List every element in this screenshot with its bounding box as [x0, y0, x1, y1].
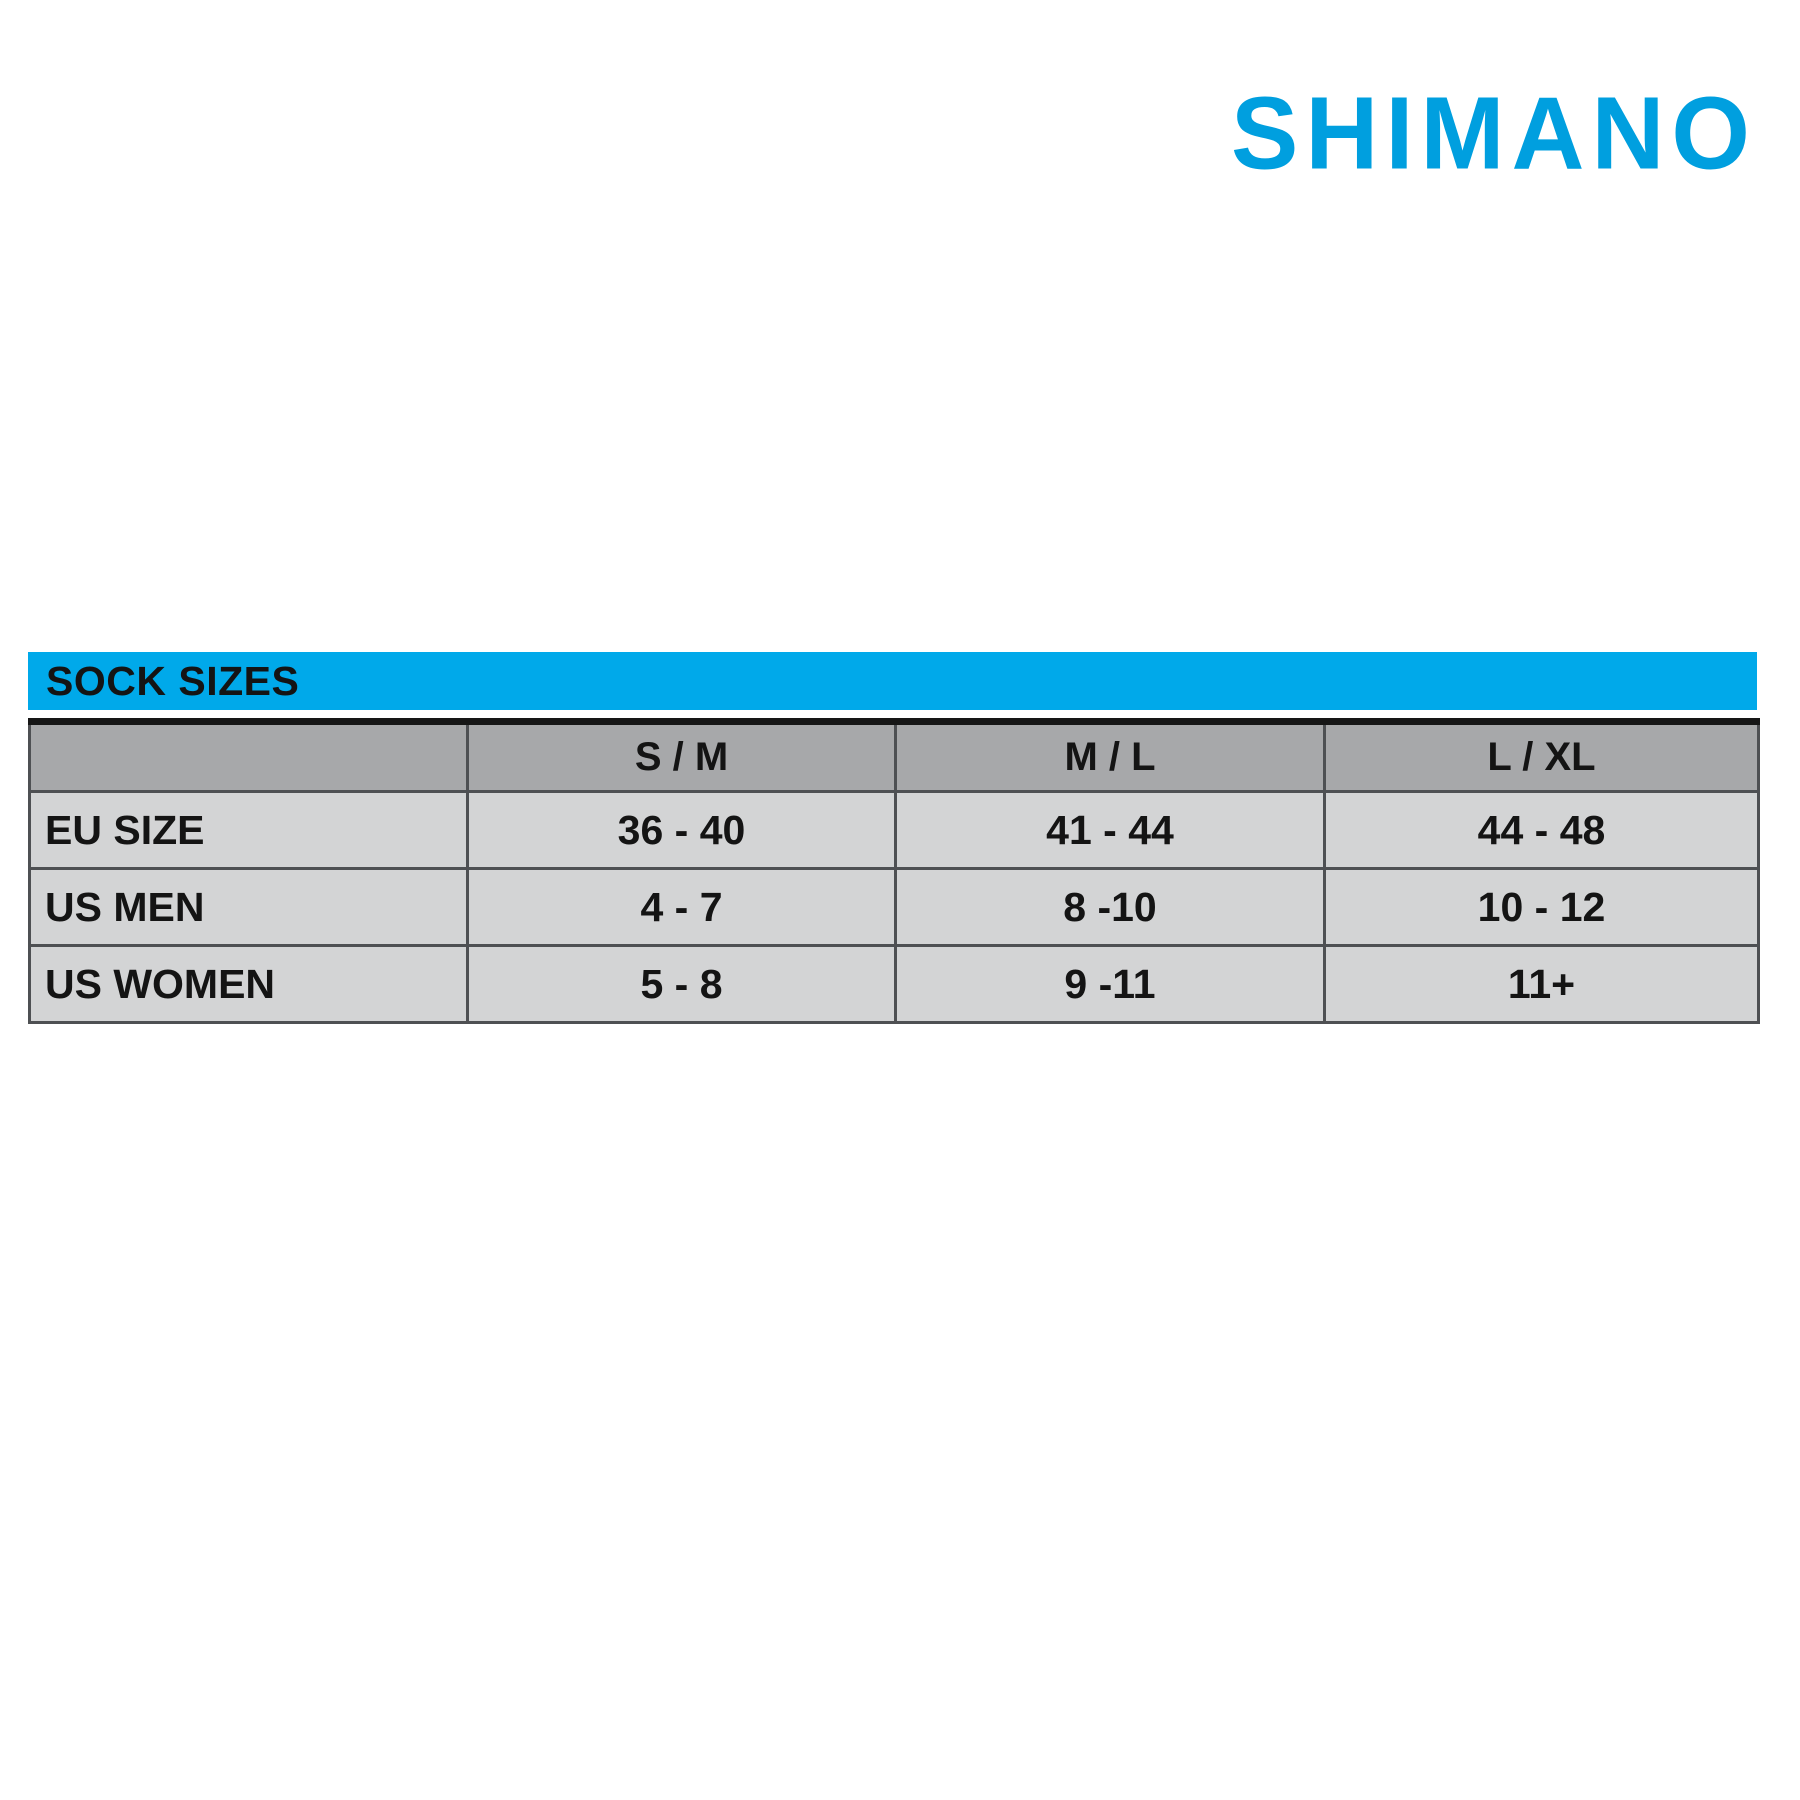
size-value: 9 -11 [894, 944, 1326, 1024]
row-label-us-women: US WOMEN [28, 944, 469, 1024]
sock-size-chart: SOCK SIZES S / M M / L L / XL EU SIZE [28, 652, 1760, 1024]
col-header-s-m: S / M [466, 718, 897, 793]
size-value: 36 - 40 [466, 790, 897, 870]
size-value: 4 - 7 [466, 867, 897, 947]
shimano-logo: SHIMANO [1231, 76, 1757, 192]
size-value: 5 - 8 [466, 944, 897, 1024]
chart-title: SOCK SIZES [46, 657, 300, 704]
table-row-us-women: US WOMEN 5 - 8 9 -11 11+ [28, 944, 1760, 1024]
row-label-eu-size: EU SIZE [28, 790, 469, 870]
size-value: 10 - 12 [1323, 867, 1760, 947]
chart-title-bar: SOCK SIZES [28, 652, 1757, 710]
size-value: 41 - 44 [894, 790, 1326, 870]
table-row-us-men: US MEN 4 - 7 8 -10 10 - 12 [28, 867, 1760, 947]
size-value: 8 -10 [894, 867, 1326, 947]
size-value: 44 - 48 [1323, 790, 1760, 870]
table-row-eu-size: EU SIZE 36 - 40 41 - 44 44 - 48 [28, 790, 1760, 870]
corner-cell [28, 718, 469, 793]
row-label-us-men: US MEN [28, 867, 469, 947]
col-header-m-l: M / L [894, 718, 1326, 793]
size-value: 11+ [1323, 944, 1760, 1024]
size-table: S / M M / L L / XL EU SIZE 36 - 40 41 - … [28, 718, 1760, 1024]
col-header-l-xl: L / XL [1323, 718, 1760, 793]
header-row: S / M M / L L / XL [28, 718, 1760, 793]
